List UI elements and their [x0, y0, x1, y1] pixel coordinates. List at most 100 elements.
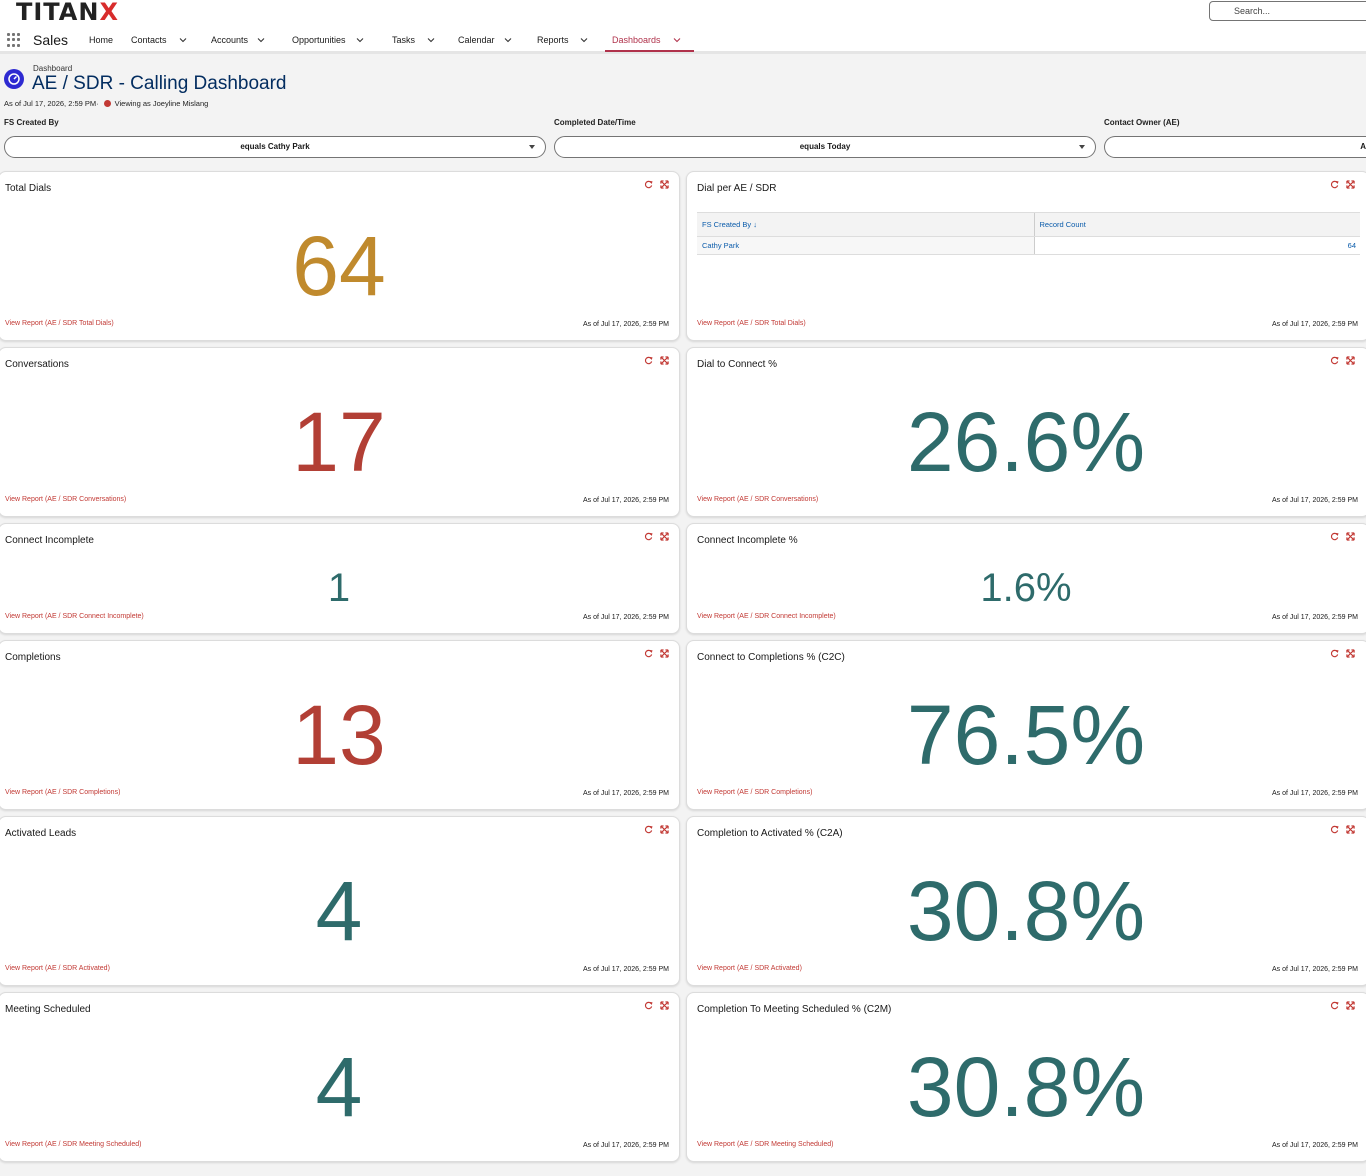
view-report-link[interactable]: View Report (AE / SDR Meeting Scheduled)	[697, 1141, 834, 1148]
view-report-link[interactable]: View Report (AE / SDR Connect Incomplete…	[697, 613, 836, 620]
card-as-of: As of Jul 17, 2026, 2:59 PM	[583, 614, 669, 621]
filter-contact-owner[interactable]: A	[1104, 136, 1366, 158]
card-as-of: As of Jul 17, 2026, 2:59 PM	[583, 1142, 669, 1149]
card-as-of: As of Jul 17, 2026, 2:59 PM	[583, 497, 669, 504]
card-title: Completion to Activated % (C2A)	[697, 828, 843, 839]
nav-bar: Sales Home Contacts Accounts Opportuniti…	[0, 28, 1366, 54]
refresh-icon[interactable]	[644, 532, 653, 541]
expand-icon[interactable]	[660, 180, 669, 189]
app-launcher-icon[interactable]	[7, 33, 21, 47]
card-c2a: Completion to Activated % (C2A) 30.8% Vi…	[686, 816, 1366, 986]
card-as-of: As of Jul 17, 2026, 2:59 PM	[1272, 966, 1358, 973]
refresh-icon[interactable]	[644, 180, 653, 189]
chevron-down-icon[interactable]	[256, 35, 266, 45]
nav-item-dashboards[interactable]: Dashboards	[612, 35, 682, 45]
view-report-link[interactable]: View Report (AE / SDR Total Dials)	[5, 320, 114, 327]
card-title: Connect Incomplete	[5, 535, 94, 546]
nav-item-contacts[interactable]: Contacts	[131, 35, 188, 45]
metric-value: 1.6%	[980, 566, 1072, 610]
card-title: Connect to Completions % (C2C)	[697, 652, 845, 663]
chevron-down-icon[interactable]	[579, 35, 589, 45]
expand-icon[interactable]	[1346, 180, 1355, 189]
card-c2m: Completion To Meeting Scheduled % (C2M) …	[686, 992, 1366, 1162]
refresh-icon[interactable]	[1330, 825, 1339, 834]
expand-icon[interactable]	[660, 356, 669, 365]
expand-icon[interactable]	[1346, 1001, 1355, 1010]
refresh-icon[interactable]	[644, 825, 653, 834]
table-cell-name[interactable]: Cathy Park	[697, 236, 1034, 255]
metric-value: 13	[292, 688, 386, 782]
card-title: Meeting Scheduled	[5, 1004, 91, 1015]
dashboard-icon	[4, 69, 24, 89]
search-input[interactable]: Search...	[1209, 1, 1366, 21]
expand-icon[interactable]	[660, 1001, 669, 1010]
metric-value: 17	[292, 395, 386, 489]
filter-fs-created-by[interactable]: equals Cathy Park	[4, 136, 546, 158]
expand-icon[interactable]	[660, 532, 669, 541]
page-title: AE / SDR - Calling Dashboard	[32, 73, 287, 94]
card-as-of: As of Jul 17, 2026, 2:59 PM	[583, 790, 669, 797]
dropdown-arrow-icon	[529, 145, 535, 149]
refresh-icon[interactable]	[644, 1001, 653, 1010]
app-name: Sales	[33, 32, 69, 48]
nav-item-calendar[interactable]: Calendar	[458, 35, 513, 45]
table-row: Cathy Park 64	[697, 236, 1360, 255]
card-activated-leads: Activated Leads 4 View Report (AE / SDR …	[0, 816, 680, 986]
card-as-of: As of Jul 17, 2026, 2:59 PM	[1272, 321, 1358, 328]
refresh-icon[interactable]	[1330, 532, 1339, 541]
view-report-link[interactable]: View Report (AE / SDR Completions)	[697, 789, 813, 796]
card-connect-incomplete-pct: Connect Incomplete % 1.6% View Report (A…	[686, 523, 1366, 634]
metric-value: 64	[292, 219, 386, 313]
refresh-icon[interactable]	[644, 356, 653, 365]
nav-item-reports[interactable]: Reports	[537, 35, 589, 45]
view-report-link[interactable]: View Report (AE / SDR Meeting Scheduled)	[5, 1141, 142, 1148]
refresh-icon[interactable]	[644, 649, 653, 658]
filter-completed-date[interactable]: equals Today	[554, 136, 1096, 158]
nav-item-opportunities[interactable]: Opportunities	[292, 35, 365, 45]
expand-icon[interactable]	[1346, 532, 1355, 541]
titanx-logo[interactable]: TITANX	[16, 0, 119, 26]
metric-value: 76.5%	[906, 688, 1146, 782]
view-report-link[interactable]: View Report (AE / SDR Conversations)	[5, 496, 127, 503]
view-report-link[interactable]: View Report (AE / SDR Total Dials)	[697, 320, 806, 327]
dropdown-arrow-icon	[1079, 145, 1085, 149]
card-title: Conversations	[5, 359, 69, 370]
view-report-link[interactable]: View Report (AE / SDR Completions)	[5, 789, 121, 796]
view-report-link[interactable]: View Report (AE / SDR Connect Incomplete…	[5, 613, 144, 620]
expand-icon[interactable]	[660, 649, 669, 658]
card-as-of: As of Jul 17, 2026, 2:59 PM	[1272, 497, 1358, 504]
chevron-down-icon[interactable]	[672, 35, 682, 45]
report-table: FS Created By ↓ Record Count Cathy Park …	[697, 212, 1360, 255]
expand-icon[interactable]	[1346, 825, 1355, 834]
refresh-icon[interactable]	[1330, 1001, 1339, 1010]
metric-value: 4	[315, 864, 363, 958]
nav-item-tasks[interactable]: Tasks	[392, 35, 436, 45]
filter-label-completed-date: Completed Date/Time	[554, 118, 636, 127]
view-report-link[interactable]: View Report (AE / SDR Activated)	[697, 965, 802, 972]
chevron-down-icon[interactable]	[426, 35, 436, 45]
column-header-fs-created-by[interactable]: FS Created By ↓	[697, 212, 1034, 237]
filter-label-contact-owner: Contact Owner (AE)	[1104, 118, 1180, 127]
chevron-down-icon[interactable]	[355, 35, 365, 45]
refresh-icon[interactable]	[1330, 649, 1339, 658]
expand-icon[interactable]	[660, 825, 669, 834]
expand-icon[interactable]	[1346, 649, 1355, 658]
view-report-link[interactable]: View Report (AE / SDR Activated)	[5, 965, 110, 972]
view-report-link[interactable]: View Report (AE / SDR Conversations)	[697, 496, 819, 503]
card-dial-to-connect: Dial to Connect % 26.6% View Report (AE …	[686, 347, 1366, 517]
nav-item-accounts[interactable]: Accounts	[211, 35, 266, 45]
expand-icon[interactable]	[1346, 356, 1355, 365]
card-dial-per-ae-sdr: Dial per AE / SDR FS Created By ↓ Record…	[686, 171, 1366, 341]
top-bar: TITANX Search...	[0, 0, 1366, 28]
card-title: Dial to Connect %	[697, 359, 778, 370]
chevron-down-icon[interactable]	[178, 35, 188, 45]
chevron-down-icon[interactable]	[503, 35, 513, 45]
card-title: Completion To Meeting Scheduled % (C2M)	[697, 1004, 892, 1015]
card-title: Completions	[5, 652, 61, 663]
card-conversations: Conversations 17 View Report (AE / SDR C…	[0, 347, 680, 517]
refresh-icon[interactable]	[1330, 180, 1339, 189]
refresh-icon[interactable]	[1330, 356, 1339, 365]
nav-active-indicator	[605, 50, 694, 52]
column-header-record-count[interactable]: Record Count	[1033, 212, 1360, 237]
nav-item-home[interactable]: Home	[89, 35, 114, 45]
